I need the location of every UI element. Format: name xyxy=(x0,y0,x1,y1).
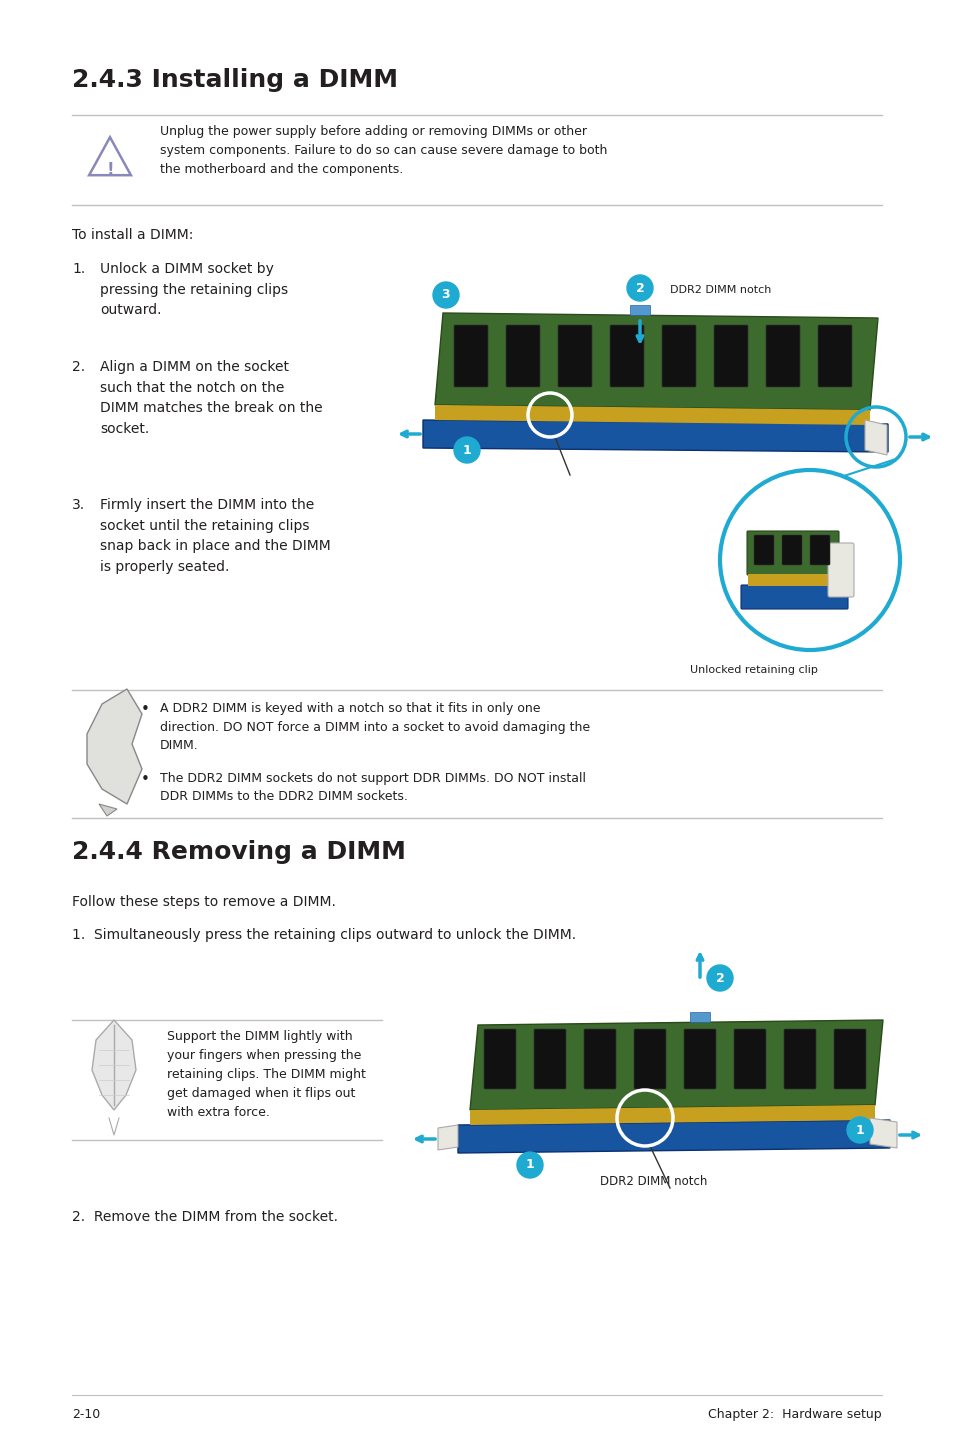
Text: Unlock a DIMM socket by
pressing the retaining clips
outward.: Unlock a DIMM socket by pressing the ret… xyxy=(100,262,288,318)
FancyBboxPatch shape xyxy=(634,1030,665,1089)
Polygon shape xyxy=(91,1020,136,1110)
Text: 1: 1 xyxy=(855,1123,863,1136)
FancyBboxPatch shape xyxy=(483,1030,516,1089)
FancyBboxPatch shape xyxy=(781,535,801,565)
FancyBboxPatch shape xyxy=(454,325,488,387)
Circle shape xyxy=(720,470,899,650)
Circle shape xyxy=(454,437,479,463)
FancyBboxPatch shape xyxy=(713,325,747,387)
FancyBboxPatch shape xyxy=(583,1030,616,1089)
Polygon shape xyxy=(99,804,117,815)
Text: •: • xyxy=(140,702,150,718)
Polygon shape xyxy=(435,406,869,426)
Text: 2: 2 xyxy=(635,282,643,295)
Polygon shape xyxy=(470,1020,882,1110)
Text: 2-10: 2-10 xyxy=(71,1408,100,1421)
FancyBboxPatch shape xyxy=(534,1030,565,1089)
Text: Align a DIMM on the socket
such that the notch on the
DIMM matches the break on : Align a DIMM on the socket such that the… xyxy=(100,360,322,436)
Polygon shape xyxy=(869,1117,896,1148)
Text: The DDR2 DIMM sockets do not support DDR DIMMs. DO NOT install
DDR DIMMs to the : The DDR2 DIMM sockets do not support DDR… xyxy=(160,772,585,804)
FancyBboxPatch shape xyxy=(827,544,853,597)
FancyBboxPatch shape xyxy=(765,325,800,387)
FancyBboxPatch shape xyxy=(783,1030,815,1089)
FancyBboxPatch shape xyxy=(558,325,592,387)
Text: 1.  Simultaneously press the retaining clips outward to unlock the DIMM.: 1. Simultaneously press the retaining cl… xyxy=(71,928,576,942)
FancyBboxPatch shape xyxy=(809,535,829,565)
Polygon shape xyxy=(437,1125,457,1150)
Text: 1: 1 xyxy=(462,443,471,456)
Circle shape xyxy=(706,965,732,991)
FancyBboxPatch shape xyxy=(689,1012,709,1022)
Text: DDR2 DIMM notch: DDR2 DIMM notch xyxy=(669,285,771,295)
FancyBboxPatch shape xyxy=(661,325,696,387)
Polygon shape xyxy=(470,1104,874,1125)
Text: Firmly insert the DIMM into the
socket until the retaining clips
snap back in pl: Firmly insert the DIMM into the socket u… xyxy=(100,498,331,574)
Text: 2.4.4 Removing a DIMM: 2.4.4 Removing a DIMM xyxy=(71,840,405,864)
FancyBboxPatch shape xyxy=(740,585,847,610)
Polygon shape xyxy=(864,420,886,454)
Text: 1.: 1. xyxy=(71,262,85,276)
FancyBboxPatch shape xyxy=(683,1030,716,1089)
Polygon shape xyxy=(87,689,142,804)
Text: Unplug the power supply before adding or removing DIMMs or other
system componen: Unplug the power supply before adding or… xyxy=(160,125,607,175)
Text: 3: 3 xyxy=(441,289,450,302)
Text: 2.4.3 Installing a DIMM: 2.4.3 Installing a DIMM xyxy=(71,68,397,92)
FancyBboxPatch shape xyxy=(733,1030,765,1089)
FancyBboxPatch shape xyxy=(753,535,773,565)
Polygon shape xyxy=(435,313,877,410)
Circle shape xyxy=(433,282,458,308)
Circle shape xyxy=(846,1117,872,1143)
Text: DDR2 DIMM notch: DDR2 DIMM notch xyxy=(599,1175,706,1188)
Circle shape xyxy=(626,275,652,301)
FancyBboxPatch shape xyxy=(817,325,851,387)
Text: Chapter 2:  Hardware setup: Chapter 2: Hardware setup xyxy=(708,1408,882,1421)
Polygon shape xyxy=(422,420,887,452)
FancyBboxPatch shape xyxy=(505,325,539,387)
Text: 1: 1 xyxy=(525,1159,534,1172)
Text: Follow these steps to remove a DIMM.: Follow these steps to remove a DIMM. xyxy=(71,894,335,909)
Text: •: • xyxy=(140,772,150,787)
Text: 2.: 2. xyxy=(71,360,85,374)
Text: !: ! xyxy=(106,161,113,178)
Text: 2.  Remove the DIMM from the socket.: 2. Remove the DIMM from the socket. xyxy=(71,1209,337,1224)
FancyBboxPatch shape xyxy=(629,305,649,315)
Text: 2: 2 xyxy=(715,972,723,985)
Text: To install a DIMM:: To install a DIMM: xyxy=(71,229,193,242)
Text: Unlocked retaining clip: Unlocked retaining clip xyxy=(689,664,817,674)
Circle shape xyxy=(517,1152,542,1178)
Text: Support the DIMM lightly with
your fingers when pressing the
retaining clips. Th: Support the DIMM lightly with your finge… xyxy=(167,1030,366,1119)
FancyBboxPatch shape xyxy=(746,531,838,575)
Text: 3.: 3. xyxy=(71,498,85,512)
Text: A DDR2 DIMM is keyed with a notch so that it fits in only one
direction. DO NOT : A DDR2 DIMM is keyed with a notch so tha… xyxy=(160,702,590,752)
FancyBboxPatch shape xyxy=(609,325,643,387)
Polygon shape xyxy=(457,1120,889,1153)
FancyBboxPatch shape xyxy=(833,1030,865,1089)
FancyBboxPatch shape xyxy=(747,574,837,587)
